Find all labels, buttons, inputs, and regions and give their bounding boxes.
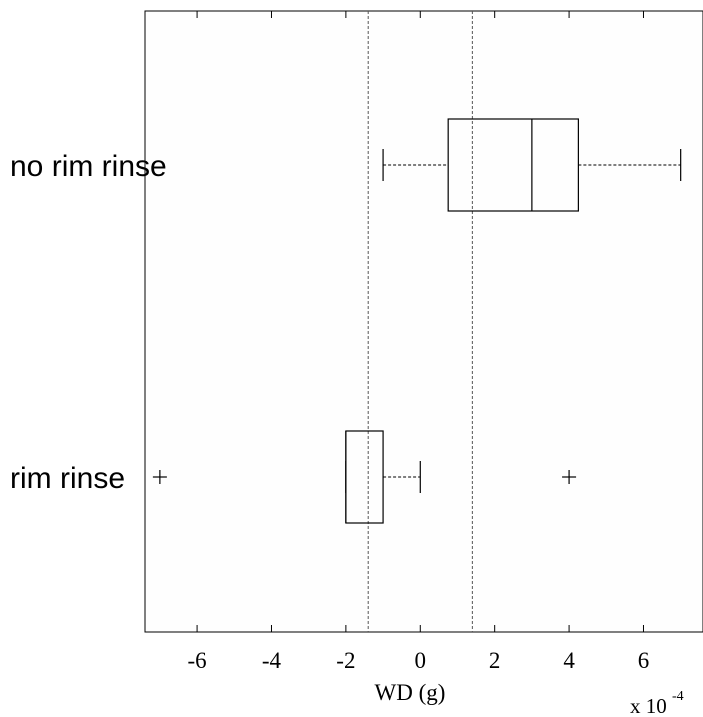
x-tick-label: -4: [262, 648, 282, 673]
x-axis-multiplier-exponent: -4: [672, 689, 684, 704]
plot-area: [144, 10, 703, 633]
x-axis-label: WD (g): [375, 680, 446, 705]
x-axis-multiplier: x 10 -4: [630, 689, 684, 717]
category-labels: no rim rinse rim rinse: [10, 150, 167, 495]
box-no-rim-rinse: [382, 118, 682, 212]
box-rim-rinse: [152, 430, 577, 524]
x-tick-label: 0: [415, 648, 427, 673]
category-label-rim-rinse: rim rinse: [10, 462, 125, 495]
x-tick-label: 4: [563, 648, 575, 673]
x-axis: -6 -4 -2 0 2 4 6: [187, 11, 649, 673]
x-tick-label: 2: [489, 648, 501, 673]
category-label-no-rim-rinse: no rim rinse: [10, 150, 167, 183]
iqr-box: [447, 118, 579, 212]
x-tick-label: -2: [336, 648, 355, 673]
x-tick-label: -6: [187, 648, 206, 673]
reference-lines: [367, 11, 473, 632]
x-tick-label: 6: [638, 648, 650, 673]
outlier-marker: [152, 470, 167, 484]
box-group: [152, 118, 682, 524]
x-axis-multiplier-base: x 10: [630, 694, 667, 717]
outlier-marker: [562, 470, 577, 484]
